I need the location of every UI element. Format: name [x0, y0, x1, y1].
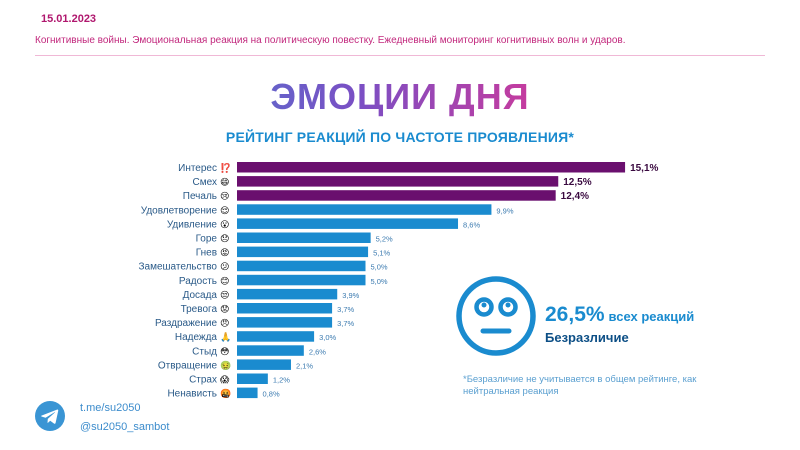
emoji-icon: 😊: [220, 276, 229, 286]
emoji-icon: ⁉️: [220, 162, 231, 173]
value-label: 12,4%: [561, 191, 589, 202]
emoji-icon: 😠: [220, 318, 229, 328]
category-label: Раздражение: [155, 318, 217, 329]
value-label: 5,0%: [371, 277, 388, 286]
emoji-icon: 🤢: [220, 360, 231, 370]
category-label: Печаль: [183, 191, 217, 202]
value-label: 12,5%: [563, 177, 591, 188]
bar: [237, 373, 268, 384]
value-label: 3,7%: [337, 319, 354, 328]
emoji-icon: 😄: [220, 177, 229, 187]
main-title: ЭМОЦИИ ДНЯ: [0, 76, 800, 118]
bar: [237, 303, 333, 314]
date: 15.01.2023: [41, 13, 97, 25]
category-label: Смех: [193, 177, 217, 188]
category-label: Стыд: [192, 346, 217, 357]
bar: [237, 359, 291, 370]
value-label: 3,7%: [337, 305, 354, 314]
bar: [237, 232, 371, 243]
category-label: Тревога: [181, 304, 218, 315]
category-label: Отвращение: [158, 360, 218, 371]
bar: [237, 190, 556, 201]
category-label: Радость: [179, 276, 217, 287]
emoji-icon: 😢: [220, 191, 229, 201]
footnote: *Безразличие не учитывается в общем рейт…: [463, 374, 697, 397]
bar: [237, 331, 315, 342]
category-label: Интерес: [178, 163, 217, 174]
bar: [237, 260, 366, 272]
value-label: 15,1%: [630, 163, 658, 174]
emoji-icon: 😱: [220, 375, 230, 385]
telegram-icon: [35, 401, 65, 431]
category-label: Удовлетворение: [141, 205, 218, 216]
bot-handle[interactable]: @su2050_sambot: [80, 421, 170, 433]
value-label: 2,1%: [296, 361, 313, 370]
subtitle: Когнитивные войны. Эмоциональная реакция…: [35, 35, 626, 46]
neutral-stat: 26,5% всех реакций: [545, 303, 694, 327]
value-label: 0,8%: [263, 390, 280, 399]
emoji-icon: 😳: [220, 346, 229, 356]
category-label: Гнев: [196, 248, 217, 259]
bar: [237, 204, 492, 215]
emoji-icon: 😌: [220, 205, 229, 215]
value-label: 3,9%: [342, 291, 359, 300]
bar: [237, 288, 338, 300]
emoji-icon: 😒: [220, 290, 229, 300]
category-label: Горе: [196, 234, 218, 245]
emoji-icon: 🤬: [220, 389, 231, 399]
value-label: 5,0%: [371, 263, 388, 272]
bar: [237, 218, 459, 229]
divider: [35, 55, 765, 56]
bar: [237, 317, 333, 328]
value-label: 8,6%: [463, 220, 480, 229]
telegram-link[interactable]: t.me/su2050: [80, 402, 141, 414]
emoji-icon: 😕: [220, 262, 229, 272]
category-label: Надежда: [175, 332, 218, 343]
bar: [237, 176, 559, 187]
value-label: 9,9%: [496, 206, 513, 215]
bar-chart: Интерес ⁉️ 15,1% Смех 😄 12,5% Печаль 😢 12,4% Удов…: [139, 162, 659, 400]
neutral-face-icon: [456, 276, 536, 356]
chart-title: РЕЙТИНГ РЕАКЦИЙ ПО ЧАСТОТЕ ПРОЯВЛЕНИЯ*: [225, 129, 575, 145]
bar: [237, 274, 366, 286]
category-label: Удивление: [167, 219, 218, 230]
emoji-icon: 😟: [220, 304, 229, 314]
category-label: Ненависть: [167, 389, 217, 400]
value-label: 3,0%: [319, 333, 336, 342]
neutral-suffix: всех реакций: [608, 309, 695, 324]
bar: [237, 162, 626, 173]
neutral-label: Безразличие: [545, 330, 629, 345]
value-label: 5,2%: [376, 235, 393, 244]
value-label: 5,1%: [373, 249, 390, 258]
emoji-icon: 😮: [220, 219, 229, 229]
category-label: Досада: [183, 290, 218, 301]
bar: [237, 345, 304, 356]
value-label: 2,6%: [309, 347, 326, 356]
emoji-icon: 🙏: [220, 332, 231, 342]
bar: [237, 246, 369, 258]
neutral-percent: 26,5%: [545, 303, 605, 326]
category-label: Страх: [189, 375, 217, 386]
category-label: Замешательство: [139, 262, 218, 273]
emoji-icon: 😞: [220, 234, 229, 244]
emoji-icon: 😡: [220, 248, 229, 258]
value-label: 1,2%: [273, 376, 290, 385]
bar: [237, 387, 258, 399]
